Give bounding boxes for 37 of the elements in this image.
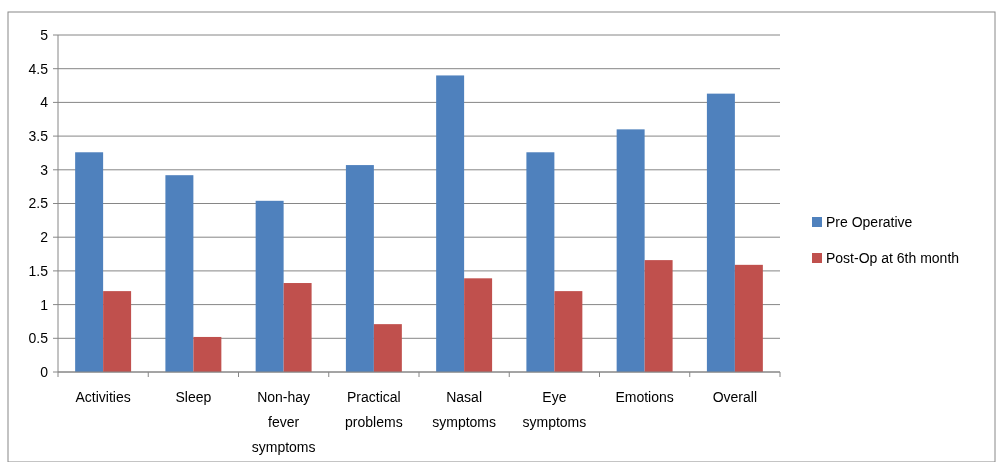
x-tick-label: Eye symptoms xyxy=(522,389,587,430)
bar xyxy=(103,291,132,372)
y-tick-label: 1.5 xyxy=(28,262,49,279)
bar xyxy=(734,264,763,372)
bar xyxy=(373,324,402,372)
x-tick-label: Emotions xyxy=(615,389,674,405)
bar xyxy=(464,278,493,372)
bar xyxy=(616,129,645,372)
y-tick-label: 5 xyxy=(40,26,49,43)
y-tick-label: 3 xyxy=(40,161,49,178)
y-tick-label: 2 xyxy=(40,229,49,246)
x-tick-label: Non-hay fever symptoms xyxy=(251,389,316,455)
x-tick-label: Nasal symptoms xyxy=(432,389,497,430)
y-tick-label: 0 xyxy=(40,363,49,380)
bar xyxy=(255,200,284,372)
y-tick-label: 0.5 xyxy=(28,330,49,347)
bar xyxy=(165,175,194,372)
bar xyxy=(706,93,735,372)
bar xyxy=(193,336,222,372)
x-tick-label: Practical problems xyxy=(345,389,403,430)
legend-label: Pre Operative xyxy=(826,213,913,230)
y-tick-label: 4 xyxy=(40,94,49,111)
x-tick-label: Activities xyxy=(75,389,131,405)
bar xyxy=(526,152,555,372)
y-tick-label: 4.5 xyxy=(28,60,49,77)
x-tick-label: Overall xyxy=(712,389,758,405)
bar xyxy=(644,260,673,372)
bar xyxy=(436,75,465,372)
y-tick-label: 2.5 xyxy=(28,195,49,212)
y-tick-label: 3.5 xyxy=(28,128,49,144)
legend-label: Post-Op at 6th month xyxy=(826,249,960,266)
bar xyxy=(345,165,374,372)
y-tick-label: 1 xyxy=(40,296,49,313)
bar xyxy=(554,291,583,372)
bar xyxy=(75,152,104,372)
bar xyxy=(283,283,312,372)
x-tick-label: Sleep xyxy=(175,389,212,405)
